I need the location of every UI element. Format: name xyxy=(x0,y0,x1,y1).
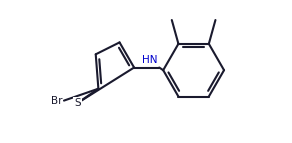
Text: Br: Br xyxy=(51,96,63,106)
Text: HN: HN xyxy=(142,55,158,65)
Text: S: S xyxy=(74,98,81,108)
